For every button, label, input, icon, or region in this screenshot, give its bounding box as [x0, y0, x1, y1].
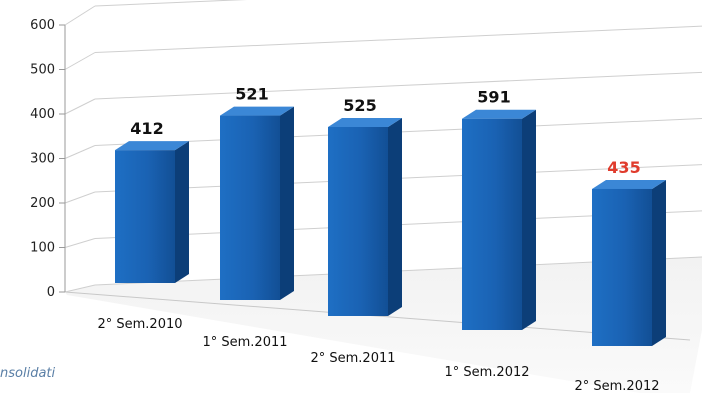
grid-diagonal	[64, 191, 96, 204]
grid-diagonal	[64, 52, 96, 70]
grid-diagonal	[64, 238, 96, 248]
y-tick-label: 600	[30, 18, 55, 33]
bar-side	[388, 118, 402, 316]
data-label: 521	[235, 85, 268, 104]
bar	[462, 118, 522, 330]
data-label: 412	[130, 119, 163, 138]
x-tick-label: 1° Sem.2012	[444, 365, 529, 380]
y-axis: 0 100 200 300 400 500 600	[30, 18, 66, 300]
bar	[592, 188, 652, 346]
grid-diagonal	[64, 98, 96, 115]
y-tick-label: 400	[30, 107, 55, 122]
grid-diagonal	[64, 5, 96, 26]
bar-side	[280, 106, 294, 300]
footnote-text: nsolidati	[0, 366, 56, 381]
grid-diagonal	[64, 284, 96, 293]
y-tick-label: 100	[30, 241, 55, 256]
x-tick-label: 2° Sem.2010	[97, 317, 182, 332]
bar-side	[175, 141, 189, 283]
gridline	[94, 0, 247, 7]
x-tick-label: 2° Sem.2011	[310, 351, 395, 366]
bar	[220, 115, 280, 300]
x-tick-label: 1° Sem.2011	[202, 335, 287, 350]
bar-top	[115, 141, 189, 151]
bar-top	[220, 106, 294, 116]
data-label: 591	[477, 88, 510, 107]
y-tick-label: 200	[30, 196, 55, 211]
grid-diagonal	[64, 145, 96, 159]
bar-top	[328, 118, 402, 127]
labels: 412 2° Sem.2010 521 1° Sem.2011 525 2° Sem.20…	[97, 85, 659, 393]
bars	[115, 106, 666, 346]
bar-top	[462, 109, 536, 119]
y-tick-label: 500	[30, 63, 55, 78]
y-tick-label: 300	[30, 152, 55, 167]
bar-side	[522, 109, 536, 330]
gridline	[94, 25, 702, 53]
bar-side	[652, 179, 666, 346]
bar	[115, 150, 175, 283]
data-label: 525	[343, 96, 376, 115]
y-tick-label: 0	[47, 285, 55, 300]
bar-top	[592, 179, 666, 189]
bar	[328, 127, 388, 316]
x-tick-label: 2° Sem.2012	[574, 379, 659, 393]
gridline	[94, 71, 702, 100]
data-label: 435	[607, 158, 640, 177]
